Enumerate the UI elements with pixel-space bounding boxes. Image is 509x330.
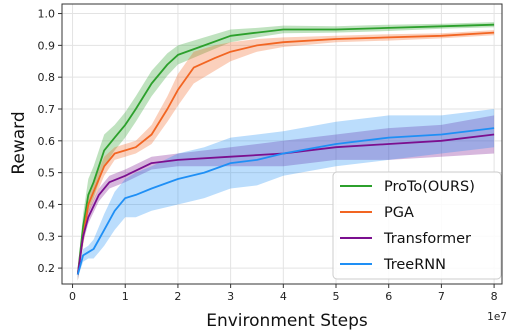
y-tick-label: 0.7	[38, 103, 56, 116]
legend-label-treernn: TreeRNN	[383, 257, 446, 273]
transformer-line	[76, 133, 495, 275]
x-tick-label: 5	[333, 290, 340, 303]
x-tick-label: 6	[385, 290, 392, 303]
proto-ours-line	[76, 23, 495, 275]
x-tick-label: 3	[227, 290, 234, 303]
y-tick-label: 0.9	[38, 39, 56, 52]
y-tick-label: 0.6	[38, 135, 56, 148]
y-tick-label: 1.0	[38, 8, 56, 21]
legend-box	[332, 171, 502, 280]
y-tick-label: 0.5	[38, 167, 56, 180]
x-tick-label: 0	[69, 290, 76, 303]
y-tick-label: 0.2	[38, 262, 56, 275]
axis-ticks: 0 1 2 3 4 5 6 7 8 0.2 0.3 0.4 0.5 0.6 0.7 0.8 0.9 1.0	[38, 8, 498, 303]
legend: ProTo(OURS) PGA Transformer TreeRNN	[332, 171, 502, 280]
x-axis-label: Environment Steps	[206, 311, 368, 330]
legend-label-pga: PGA	[384, 205, 414, 221]
x-tick-label: 8	[491, 290, 498, 303]
x-tick-label: 4	[280, 290, 287, 303]
confidence-bands	[77, 22, 495, 281]
y-axis-label: Reward	[9, 111, 29, 174]
pga-band	[77, 30, 495, 281]
x-tick-label: 1	[122, 290, 129, 303]
x-tick-label: 7	[438, 290, 445, 303]
y-tick-label: 0.4	[38, 198, 56, 211]
treernn-line	[76, 127, 495, 275]
x-tick-label: 2	[174, 290, 181, 303]
series-lines	[76, 23, 495, 275]
pga-line	[76, 31, 495, 275]
x-offset-label: 1e7	[487, 311, 507, 323]
y-tick-label: 0.3	[38, 230, 56, 243]
plot-frame	[61, 3, 503, 285]
legend-label-proto-ours: ProTo(OURS)	[384, 179, 475, 195]
legend-label-transformer: Transformer	[383, 231, 471, 247]
y-tick-label: 0.8	[38, 71, 56, 84]
treernn-band	[77, 109, 495, 278]
transformer-band	[77, 115, 495, 281]
